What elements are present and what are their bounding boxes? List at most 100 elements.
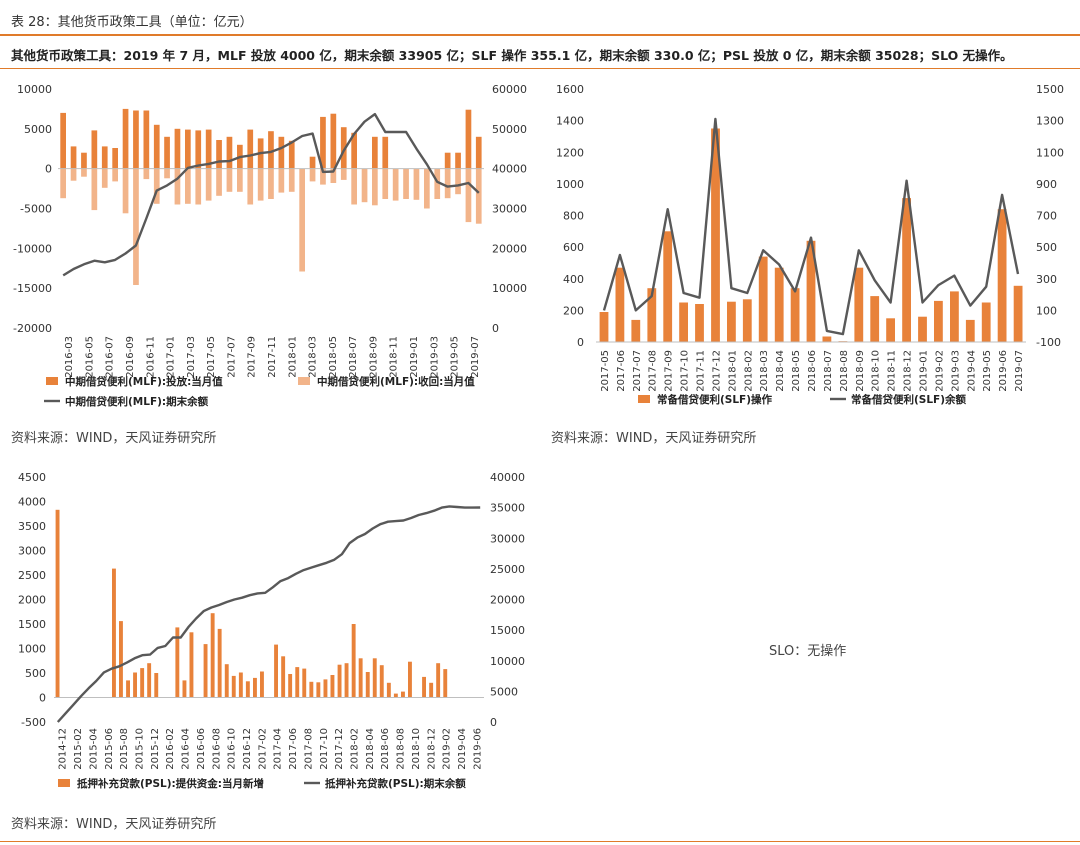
mlf-x-tick-label: 2016-03: [64, 336, 75, 378]
slf-left-tick-label: 1000: [556, 178, 584, 191]
psl-x-tick-label: 2016-02: [165, 728, 176, 770]
slf-right-tick-label: 1300: [1036, 115, 1064, 128]
mlf-bar-b: [60, 168, 66, 199]
headline-summary: 其他货币政策工具：2019 年 7 月，MLF 投放 4000 亿，期末余额 3…: [11, 48, 1013, 63]
psl-bar-a: [126, 680, 130, 698]
psl-x-tick-label: 2017-12: [334, 728, 345, 770]
slf-bar-a: [647, 288, 657, 342]
mlf-x-tick-label: 2017-07: [226, 336, 237, 378]
psl-x-tick-label: 2017-04: [273, 728, 284, 770]
slf-x-tick-label: 2018-04: [775, 350, 786, 392]
mlf-bar-a: [372, 136, 378, 169]
mlf-bar-b: [299, 168, 305, 272]
mlf-right-tick-label: 60000: [492, 83, 527, 96]
slf-left-tick-label: 400: [563, 273, 584, 286]
mlf-bar-b: [340, 168, 347, 180]
slf-right-tick-label: 900: [1036, 178, 1057, 191]
mlf-bar-b: [237, 168, 243, 192]
mlf-line-series: [62, 112, 480, 277]
slf-right-tick-label: 1100: [1036, 146, 1064, 159]
slf-bar-a: [663, 231, 673, 342]
psl-bar-a: [309, 681, 314, 698]
slf-bar-a: [727, 301, 736, 342]
psl-bar-a: [274, 644, 278, 698]
mlf-bar-b: [205, 168, 212, 201]
mlf-x-tick-label: 2016-05: [84, 336, 95, 378]
slf-bar-a: [695, 304, 704, 342]
mlf-bar-b: [330, 168, 337, 183]
slf-x-tick-label: 2019-07: [1014, 350, 1025, 392]
psl-right-tick-label: 10000: [490, 655, 525, 668]
mlf-bar-b: [70, 168, 77, 181]
mlf-bar-a: [309, 156, 316, 169]
psl-bar-a: [189, 632, 194, 698]
psl-bar-a: [344, 663, 349, 698]
mlf-bar-a: [247, 129, 254, 169]
psl-x-tick-label: 2017-10: [319, 728, 330, 770]
mlf-bar-b: [112, 168, 118, 182]
psl-legend-swatch: [58, 779, 70, 787]
mlf-bar-a: [112, 148, 118, 169]
mlf-bar-b: [320, 168, 326, 185]
psl-bar-a: [323, 679, 328, 698]
slf-x-tick-label: 2018-09: [855, 350, 866, 392]
mlf-x-tick-label: 2018-01: [287, 336, 298, 378]
slf-x-tick-label: 2019-01: [919, 350, 930, 392]
psl-x-tick-label: 2018-10: [411, 728, 422, 770]
mlf-left-tick-label: 10000: [17, 83, 52, 96]
mlf-x-tick-label: 2017-01: [166, 336, 177, 378]
mlf-bar-b: [424, 168, 430, 209]
psl-bar-a: [154, 673, 159, 698]
psl-x-tick-label: 2016-10: [227, 728, 238, 770]
psl-bar-a: [288, 674, 293, 698]
slf-x-tick-label: 2018-07: [823, 350, 834, 392]
psl-bar-a: [55, 509, 60, 698]
mlf-bar-b: [361, 168, 368, 203]
slf-right-tick-label: -100: [1036, 336, 1061, 349]
mlf-bar-a: [226, 136, 233, 169]
slf-bar-a: [631, 319, 641, 342]
mlf-x-tick-label: 2018-09: [368, 336, 379, 378]
psl-left-tick-label: 500: [25, 667, 46, 680]
psl-right-tick-label: 5000: [490, 685, 518, 698]
mlf-left-tick-label: 5000: [24, 123, 52, 136]
slf-bar-a: [679, 302, 688, 342]
slf-x-tick-label: 2017-05: [600, 350, 611, 392]
psl-x-tick-label: 2016-06: [196, 728, 207, 770]
slf-right-tick-label: 1500: [1036, 83, 1064, 96]
slf-bar-a: [902, 198, 911, 342]
psl-bar-a: [133, 672, 137, 698]
mlf-legend-swatch: [46, 377, 58, 385]
mlf-bar-b: [81, 168, 87, 177]
psl-x-tick-label: 2019-02: [442, 728, 453, 770]
mlf-bar-a: [268, 131, 274, 169]
psl-bar-a: [112, 568, 116, 698]
slf-left-tick-label: 0: [577, 336, 584, 349]
mlf-bar-b: [288, 168, 295, 192]
mlf-bar-a: [81, 152, 87, 169]
slf-bar-a: [981, 302, 991, 342]
psl-bar-a: [351, 624, 356, 698]
psl-bar-a: [224, 664, 229, 698]
psl-left-tick-label: 2500: [18, 569, 46, 582]
slf-legend-label: 常备借贷便利(SLF)余额: [851, 393, 967, 406]
mlf-right-tick-label: 20000: [492, 242, 527, 255]
psl-bar-a: [231, 675, 236, 698]
slf-bar-a: [822, 336, 832, 342]
slf-left-tick-label: 1600: [556, 83, 584, 96]
slf-bar-a: [599, 312, 609, 342]
psl-left-tick-label: 3500: [18, 520, 46, 533]
psl-left-tick-label: 4000: [18, 496, 46, 509]
slf-x-tick-label: 2018-05: [791, 350, 802, 392]
mlf-bar-a: [122, 108, 129, 169]
mlf-left-tick-label: -15000: [13, 282, 52, 295]
psl-bar-a: [175, 627, 180, 698]
mlf-bar-b: [101, 168, 108, 188]
psl-x-tick-label: 2017-06: [288, 728, 299, 770]
psl-legend-label: 抵押补充贷款(PSL):提供资金:当月新增: [77, 777, 264, 790]
mlf-x-tick-label: 2018-03: [308, 336, 319, 378]
slf-x-tick-label: 2018-08: [839, 350, 850, 392]
mlf-bar-a: [288, 140, 295, 169]
psl-right-tick-label: 30000: [490, 532, 525, 545]
source-note-mlf: 资料来源：WIND，天风证券研究所: [11, 431, 217, 446]
